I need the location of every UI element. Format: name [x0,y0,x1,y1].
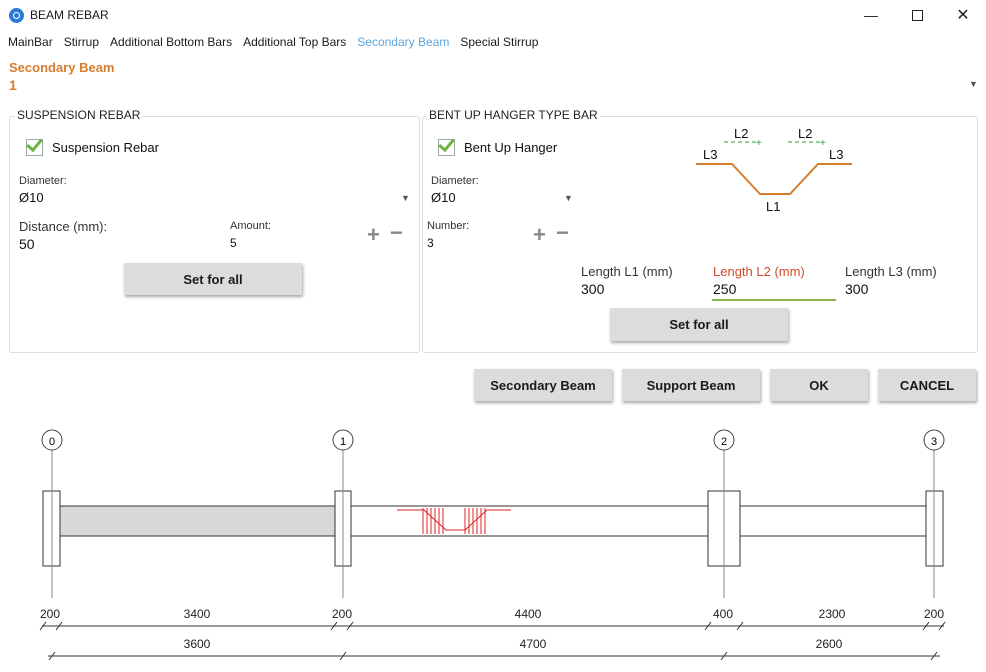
suspension-distance-label: Distance (mm): [19,219,108,234]
bentup-set-for-all-button[interactable]: Set for all [610,308,788,341]
suspension-diameter-select[interactable]: Ø10 [19,190,44,205]
beam-span-1 [59,505,336,537]
tab-secondary-beam[interactable]: Secondary Beam [357,35,450,49]
tab-mainbar[interactable]: MainBar [8,35,53,49]
diagram-l2-left: L2 [734,126,748,141]
diagram-l1: L1 [766,199,780,214]
bentup-diameter-select[interactable]: Ø10 [431,190,456,205]
length-l1-label: Length L1 (mm) [581,264,673,279]
beam-plan-drawing: 0 1 2 3 200 3400 200 4400 400 2300 200 [39,429,946,661]
suspension-set-for-all-button[interactable]: Set for all [124,263,302,295]
bent-up-hanger-group [422,116,978,353]
dim-top-4: 400 [713,607,733,621]
axis-bubble-1: 1 [332,429,354,451]
dim-top-0: 200 [40,607,60,621]
svg-text:1: 1 [340,436,346,448]
bentup-number-input[interactable]: 3 [427,236,434,250]
bentup-number-label: Number: [427,220,470,232]
axis-bubble-3: 3 [923,429,945,451]
secondary-beam-rebar [397,508,511,534]
dim-bottom-0: 3600 [184,637,211,651]
minus-icon[interactable]: − [556,220,569,245]
dim-top-1: 3400 [184,607,211,621]
ok-button[interactable]: OK [770,369,868,401]
app-logo-icon [9,8,24,23]
suspension-distance-input[interactable]: 50 [19,236,35,252]
chevron-down-icon[interactable]: ▼ [564,193,573,203]
plus-icon[interactable]: + [533,222,546,247]
cancel-button[interactable]: CANCEL [878,369,976,401]
secondary-beam-button[interactable]: Secondary Beam [474,369,612,401]
plus-icon[interactable]: + [367,222,380,247]
bent-up-hanger-diagram: + + L2 L2 L3 L3 L1 [696,126,852,214]
maximize-icon[interactable] [894,0,940,30]
dim-bottom-2: 2600 [816,637,843,651]
length-l2-label: Length L2 (mm) [713,264,805,279]
dim-top-3: 4400 [515,607,542,621]
diagram-l3-right: L3 [829,147,843,162]
suspension-rebar-checkbox-label: Suspension Rebar [52,140,159,155]
dim-bottom-1: 4700 [520,637,547,651]
suspension-rebar-checkbox[interactable] [26,139,43,156]
window-title: BEAM REBAR [30,8,109,22]
chevron-down-icon[interactable]: ▼ [969,79,978,89]
title-bar: BEAM REBAR — ✕ [0,0,986,32]
beam-span-3 [739,505,927,537]
minimize-icon[interactable]: — [864,7,878,23]
secondary-beam-select[interactable]: 1 [9,77,17,93]
chevron-down-icon[interactable]: ▼ [401,193,410,203]
suspension-rebar-group [9,116,420,353]
secondary-beam-label: Secondary Beam [9,60,115,75]
axis-bubble-0: 0 [41,429,63,451]
suspension-amount-input[interactable]: 5 [230,236,237,250]
tab-additional-bottom-bars[interactable]: Additional Bottom Bars [110,35,233,49]
length-l1-input[interactable]: 300 [581,281,605,297]
suspension-amount-label: Amount: [230,220,271,232]
support-beam-button[interactable]: Support Beam [622,369,760,401]
dim-top-6: 200 [924,607,944,621]
svg-text:2: 2 [721,436,727,448]
length-l3-label: Length L3 (mm) [845,264,937,279]
suspension-diameter-label: Diameter: [19,175,67,187]
axis-bubble-2: 2 [713,429,735,451]
minus-icon[interactable]: − [390,220,403,245]
length-l3-input[interactable]: 300 [845,281,869,297]
bentup-diameter-label: Diameter: [431,175,479,187]
svg-text:3: 3 [931,436,937,448]
length-l2-input[interactable]: 250 [713,281,737,297]
dim-top-2: 200 [332,607,352,621]
bent-up-hanger-checkbox-label: Bent Up Hanger [464,140,558,155]
svg-text:+: + [820,138,826,149]
length-l2-focus-underline [712,299,836,301]
tab-stirrup[interactable]: Stirrup [63,35,100,49]
diagram-l2-right: L2 [798,126,812,141]
dim-top-5: 2300 [819,607,846,621]
tab-additional-top-bars[interactable]: Additional Top Bars [243,35,347,49]
bentup-group-title: BENT UP HANGER TYPE BAR [427,108,600,122]
suspension-group-title: SUSPENSION REBAR [15,108,143,122]
tab-menu: MainBar Stirrup Additional Bottom Bars A… [8,35,549,51]
bent-up-hanger-checkbox[interactable] [438,139,455,156]
close-icon[interactable]: ✕ [956,7,970,24]
tab-special-stirrup[interactable]: Special Stirrup [460,35,539,49]
diagram-l3-left: L3 [703,147,717,162]
svg-text:0: 0 [49,436,55,448]
svg-text:+: + [756,138,762,149]
